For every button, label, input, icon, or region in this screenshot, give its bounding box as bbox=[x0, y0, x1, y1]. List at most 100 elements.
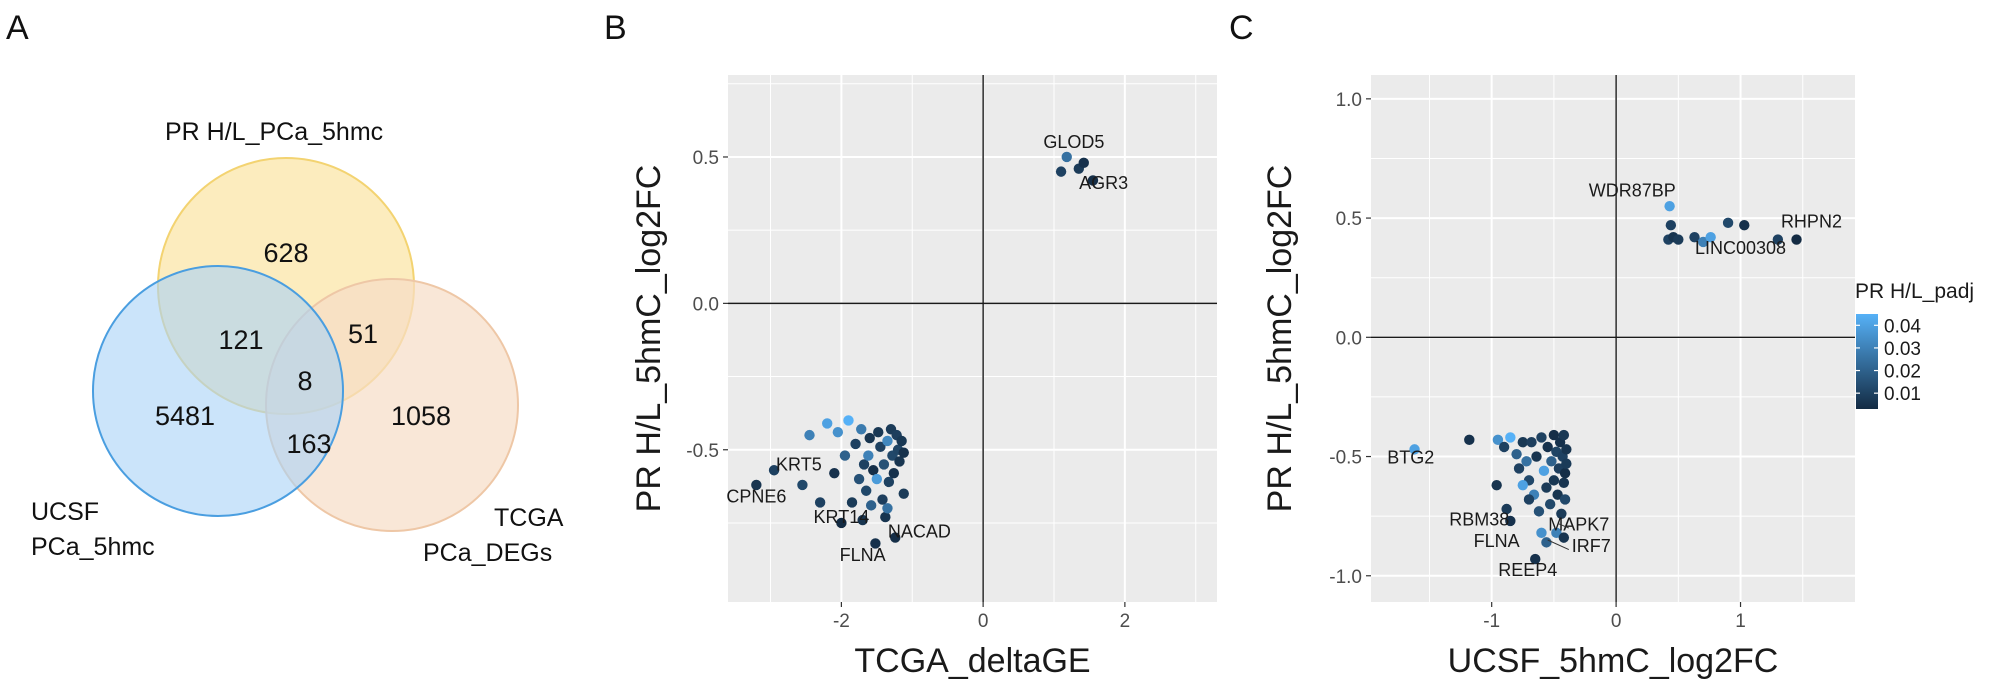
data-point bbox=[1523, 494, 1535, 505]
data-point bbox=[1556, 508, 1567, 519]
data-point bbox=[898, 488, 909, 499]
data-point bbox=[1673, 234, 1684, 245]
data-point bbox=[1558, 532, 1570, 543]
data-point bbox=[1722, 217, 1734, 229]
panel-c-points bbox=[1409, 200, 1802, 565]
data-point bbox=[1517, 437, 1528, 448]
data-point bbox=[1536, 527, 1547, 539]
data-point bbox=[871, 473, 883, 485]
y-tick-label: -0.5 bbox=[686, 441, 719, 462]
data-point bbox=[1739, 220, 1750, 231]
data-point bbox=[768, 465, 780, 476]
venn-count-ucsf-tcga: 163 bbox=[286, 429, 331, 459]
data-point bbox=[1689, 231, 1700, 243]
panel-b-points bbox=[751, 151, 1099, 549]
data-point bbox=[877, 494, 888, 505]
data-point bbox=[870, 538, 881, 549]
gene-label: KRT5 bbox=[776, 454, 822, 474]
venn-count-ucsf-only: 5481 bbox=[155, 401, 215, 431]
data-point bbox=[846, 497, 858, 508]
data-point bbox=[858, 459, 870, 470]
legend-tick-label: 0.03 bbox=[1884, 339, 1921, 360]
x-tick-label: 0 bbox=[1611, 611, 1622, 632]
data-point bbox=[1530, 553, 1541, 565]
data-point bbox=[1464, 434, 1475, 446]
panel-label-a: A bbox=[6, 9, 29, 47]
gene-label: IRF7 bbox=[1572, 536, 1611, 556]
data-point bbox=[860, 485, 872, 496]
data-point bbox=[804, 429, 815, 441]
gene-label: MAPK7 bbox=[1548, 514, 1609, 534]
panel-b-zero-lines bbox=[728, 75, 1217, 602]
data-point bbox=[864, 432, 875, 444]
data-point bbox=[1492, 434, 1504, 446]
gene-label: RHPN2 bbox=[1781, 212, 1842, 232]
data-point bbox=[873, 426, 884, 438]
venn-count-all: 8 bbox=[297, 366, 312, 396]
data-point bbox=[1513, 463, 1525, 474]
data-point bbox=[1705, 231, 1716, 243]
data-point bbox=[1505, 515, 1516, 527]
y-tick-label: 0.0 bbox=[1336, 328, 1362, 349]
data-point bbox=[875, 441, 886, 453]
legend-colorbar bbox=[1856, 314, 1878, 409]
gene-label: RBM38 bbox=[1449, 510, 1509, 530]
gene-label: FLNA bbox=[1474, 531, 1520, 551]
panel-c-x-axis-title: UCSF_5hmC_log2FC bbox=[1448, 642, 1779, 680]
data-point bbox=[882, 503, 893, 514]
label-leader-line bbox=[1557, 522, 1570, 529]
venn-count-pr-tcga: 51 bbox=[348, 319, 378, 349]
venn-label-ucsf-line2: PCa_5hmc bbox=[31, 533, 155, 561]
data-point bbox=[1531, 451, 1542, 462]
x-tick-label: 0 bbox=[978, 611, 989, 632]
data-point bbox=[1505, 432, 1516, 443]
panel-b-y-axis-title: PR H/L_5hmC_log2FC bbox=[630, 165, 668, 513]
data-point bbox=[882, 435, 893, 447]
panel-b-axis-ticks: -2 0 2 -0.5 0.0 0.5 bbox=[686, 148, 1130, 632]
data-point bbox=[1551, 527, 1562, 539]
data-point bbox=[1078, 157, 1089, 169]
data-point bbox=[894, 456, 905, 467]
panel-c-background bbox=[1371, 75, 1855, 602]
data-point bbox=[1409, 444, 1420, 455]
venn-circle-ucsf bbox=[92, 265, 344, 517]
gene-label: NACAD bbox=[888, 522, 951, 542]
data-point bbox=[1542, 441, 1553, 453]
y-tick-label: 0.5 bbox=[1336, 209, 1362, 230]
panel-label-c: C bbox=[1229, 9, 1254, 47]
data-point bbox=[836, 517, 847, 529]
color-legend: PR H/L_padj 0.040.030.020.01 bbox=[1855, 280, 1974, 409]
y-tick-label: 0.0 bbox=[693, 294, 719, 315]
legend-tick-label: 0.02 bbox=[1884, 362, 1921, 383]
data-point bbox=[1511, 448, 1522, 460]
venn-label-tcga-line2: PCa_DEGs bbox=[423, 539, 552, 567]
data-point bbox=[863, 450, 874, 461]
venn-count-tcga-only: 1058 bbox=[391, 401, 451, 431]
gene-label: REEP4 bbox=[1498, 560, 1557, 580]
venn-count-pr-only: 628 bbox=[263, 238, 308, 268]
venn-label-ucsf-line1: UCSF bbox=[31, 498, 99, 526]
gene-label: GLOD5 bbox=[1043, 132, 1104, 152]
gene-label: KRT14 bbox=[814, 507, 870, 527]
data-point bbox=[888, 467, 900, 479]
label-leader-line bbox=[1547, 539, 1570, 550]
data-point bbox=[814, 497, 826, 508]
y-tick-label: 1.0 bbox=[1336, 90, 1362, 111]
data-point bbox=[751, 479, 762, 491]
data-point bbox=[1559, 468, 1571, 479]
data-point bbox=[1548, 475, 1560, 486]
data-point bbox=[1533, 506, 1545, 517]
data-point bbox=[1558, 429, 1570, 441]
data-point bbox=[1055, 166, 1067, 177]
data-point bbox=[1498, 441, 1510, 453]
data-point bbox=[822, 418, 833, 429]
data-point bbox=[1698, 236, 1709, 248]
data-point bbox=[857, 514, 868, 526]
x-tick-label: -1 bbox=[1483, 611, 1500, 632]
data-point bbox=[1548, 429, 1560, 441]
x-tick-label: 1 bbox=[1735, 611, 1746, 632]
data-point bbox=[1772, 234, 1784, 245]
x-tick-label: 2 bbox=[1120, 611, 1131, 632]
